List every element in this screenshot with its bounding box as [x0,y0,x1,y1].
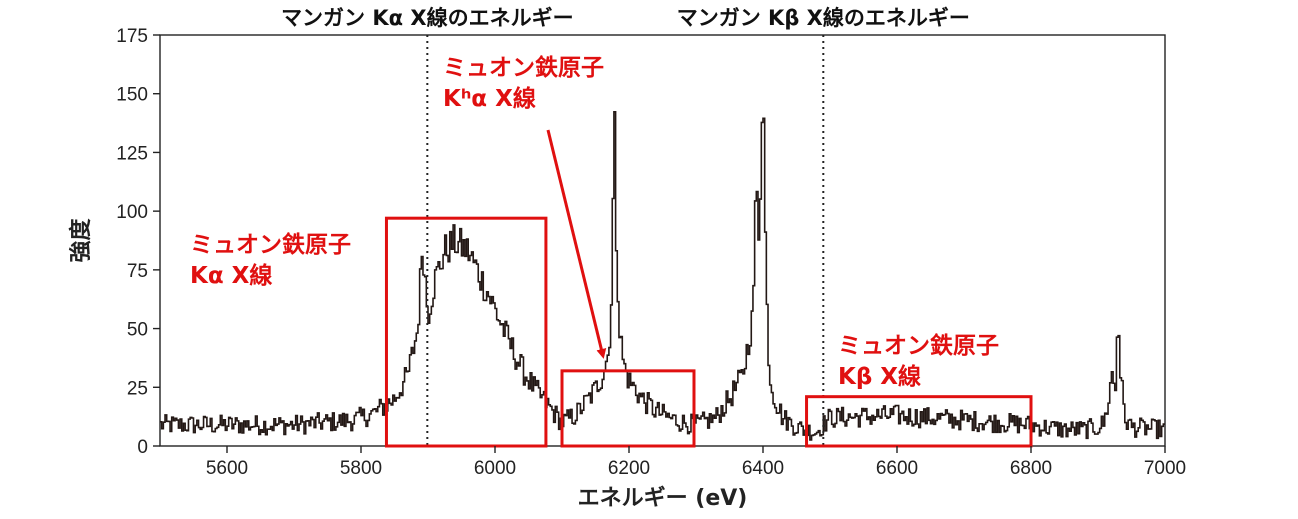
x-tick-label-6200: 6200 [608,458,650,479]
axes-layer: 5600 5800 6000 6200 6400 6600 6800 7000 0 25 50 75 1… [116,26,1186,479]
spectrum-line [160,111,1165,441]
khalpha-arrow [546,129,607,359]
x-tick-label-5600: 5600 [206,458,248,479]
x-tick-label-6600: 6600 [876,458,918,479]
reference-label-1: マンガン Kα X線のエネルギー [281,6,574,30]
highlight-label-3-line-1: ミュオン鉄原子 [838,332,999,359]
reference-label-2: マンガン Kβ X線のエネルギー [677,6,970,30]
highlight-box-2 [560,369,696,448]
highlight-label-2-line-1: ミュオン鉄原子 [443,54,604,81]
x-tick-label-5800: 5800 [340,458,382,479]
y-tick-label-100: 100 [116,202,148,223]
highlight-label-1-line-1: ミュオン鉄原子 [190,231,351,258]
highlight-label-2-line-2: Kʰα X線 [443,85,536,112]
y-tick-label-150: 150 [116,85,148,106]
highlight-label-1-line-2: Kα X線 [190,262,272,289]
y-axis-title: 強度 [68,218,94,263]
y-tick-label-0: 0 [137,437,148,458]
x-tick-label-6800: 6800 [1010,458,1052,479]
highlight-box-3 [805,395,1033,448]
x-tick-label-6400: 6400 [742,458,784,479]
x-tick-label-7000: 7000 [1144,458,1186,479]
overlay-layer [384,35,1033,448]
y-tick-label-125: 125 [116,143,148,164]
highlight-label-3-line-2: Kβ X線 [838,363,921,390]
y-tick-label-175: 175 [116,26,148,47]
x-tick-label-6000: 6000 [474,458,516,479]
highlight-box-1 [384,216,548,448]
y-tick-label-75: 75 [127,261,148,282]
y-tick-label-25: 25 [127,378,148,399]
x-axis-title: エネルギー (eV) [578,486,748,511]
series-layer [160,111,1165,441]
y-tick-label-50: 50 [127,320,148,341]
